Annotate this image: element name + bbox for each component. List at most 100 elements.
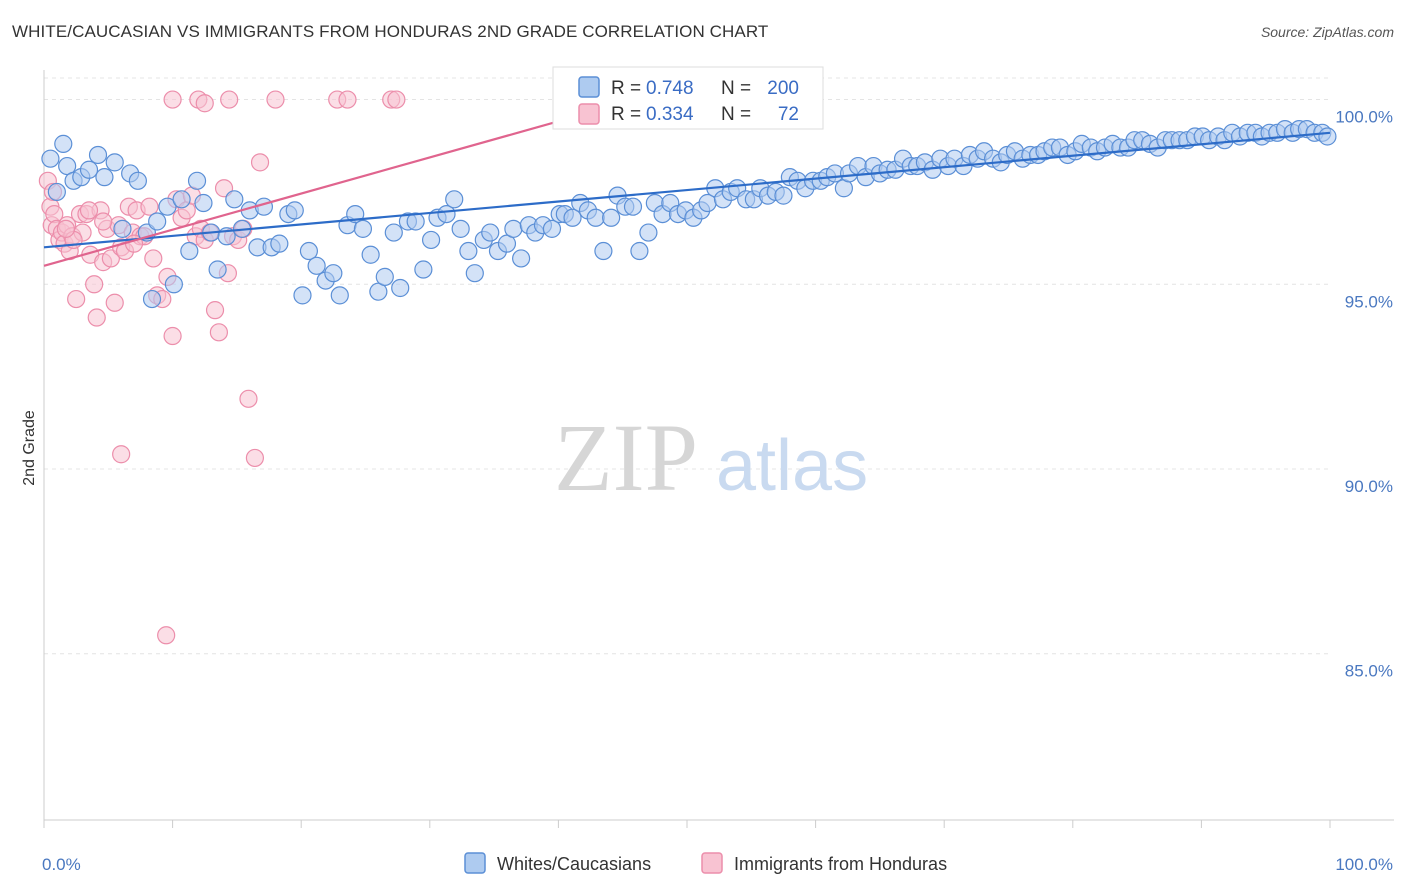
white-point [361,245,380,264]
white-point [630,241,649,261]
legend-r-value-2: 0.334 [646,104,694,125]
y-tick-label: 85.0% [1345,662,1393,681]
white-point [285,201,304,220]
white-point [353,219,373,238]
white-point [445,190,464,209]
honduras-point [140,197,159,216]
watermark: ZIP atlas [554,404,868,511]
white-point [586,208,605,227]
honduras-point [163,90,182,109]
white-point [41,149,60,168]
white-point [623,197,643,216]
white-point [95,168,114,187]
white-point [225,190,244,209]
white-point [481,223,500,242]
honduras-point [195,94,214,113]
white-point [307,256,326,275]
honduras-point [94,212,113,231]
legend-r-label-2: R = [611,104,641,125]
honduras-point [266,90,285,109]
legend-swatch-blue [578,76,600,98]
white-point [421,230,441,250]
white-point [128,171,147,190]
honduras-point [112,445,131,464]
honduras-point [387,90,406,109]
legend-n-label-1: N = [721,78,751,99]
series-legend-label-pink: Immigrants from Honduras [734,854,947,874]
x-tick-label: 100.0% [1335,855,1393,874]
white-point [512,249,531,268]
honduras-point [87,308,106,327]
source-label: Source: ZipAtlas.com [1260,24,1394,40]
legend-r-value-1: 0.748 [646,78,694,99]
y-tick-label: 90.0% [1345,477,1393,496]
white-point [293,286,312,305]
white-point [299,241,319,261]
honduras-point [56,219,75,238]
white-point [158,197,177,216]
white-point [180,241,199,261]
honduras-point [214,179,234,198]
legend-n-value-2: 72 [778,104,799,125]
white-point [594,241,613,261]
honduras-point [105,293,124,312]
grid-lines [44,77,1330,655]
white-point [602,208,621,227]
white-point [208,260,227,279]
honduras-point [144,249,163,268]
series-legend: Whites/Caucasians Immigrants from Hondur… [464,852,947,874]
white-point [375,267,394,286]
white-point [504,219,523,238]
white-point [47,182,66,202]
white-trend-line [43,131,1331,249]
white-point [451,219,470,238]
honduras-point [338,90,357,109]
legend-n-label-2: N = [721,104,751,125]
legend-r-label-1: R = [611,78,641,99]
honduras-point [239,389,258,408]
white-point [187,171,207,190]
white-point [330,286,349,305]
white-point [437,204,456,224]
honduras-point [209,323,228,342]
white-point [113,219,132,238]
white-point [194,193,213,213]
y-tick-label: 100.0% [1335,108,1393,127]
tick-labels: 85.0% 90.0% 95.0% 100.0% 0.0% 100.0% [42,108,1393,874]
legend-swatch-pink [578,103,600,125]
white-point [563,208,582,227]
white-point [105,153,124,172]
white-point [465,264,484,283]
honduras-point [85,275,104,294]
white-point [384,223,403,242]
legend-n-value-1: 200 [767,78,799,99]
honduras-point [157,626,176,645]
honduras-trend-line [43,102,623,267]
white-point [172,190,191,209]
honduras-point [101,249,120,268]
honduras-point [220,90,239,109]
honduras-point [205,301,225,320]
y-tick-label: 95.0% [1345,292,1393,311]
series-legend-label-blue: Whites/Caucasians [497,854,651,874]
chart-title: WHITE/CAUCASIAN VS IMMIGRANTS FROM HONDU… [12,22,769,41]
honduras-point [67,289,86,309]
white-point [79,160,99,179]
honduras-point [245,448,265,468]
white-point [459,241,478,261]
white-point [148,212,167,231]
honduras-point [163,326,182,346]
white-point [391,278,410,298]
white-point [542,219,562,238]
watermark-zip: ZIP [554,404,698,511]
white-point [270,234,289,253]
white-point [406,212,425,231]
white-point [1318,127,1337,146]
honduras-point [79,201,99,220]
white-point [774,186,793,205]
series-legend-swatch-pink [701,852,723,874]
white-point [324,264,343,283]
watermark-atlas: atlas [716,426,868,506]
white-point [164,275,183,294]
